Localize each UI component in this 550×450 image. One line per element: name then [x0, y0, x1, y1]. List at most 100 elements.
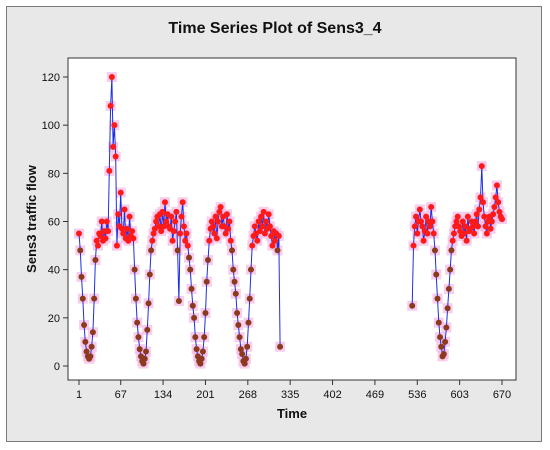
data-point [474, 223, 481, 230]
data-point [97, 232, 104, 239]
data-point [490, 211, 497, 218]
axis-layer: 1 67 134 201 268 335 402 469 536 603 670 0 20 40 60 80 1… [42, 72, 512, 401]
data-point [433, 271, 440, 278]
data-point [163, 218, 170, 225]
data-point [199, 348, 206, 355]
data-point [187, 266, 194, 273]
data-point [169, 237, 176, 244]
data-point [449, 237, 456, 244]
data-point [120, 230, 127, 237]
y-tick-label: 0 [54, 361, 60, 373]
data-point [232, 290, 239, 297]
x-tick-label: 536 [408, 389, 426, 401]
data-point [140, 360, 147, 367]
data-point [159, 208, 166, 215]
data-point [418, 218, 425, 225]
data-point [261, 230, 268, 237]
data-point [81, 322, 88, 329]
data-point [469, 223, 476, 230]
data-point [477, 194, 484, 201]
data-point [108, 74, 115, 80]
data-point [438, 343, 445, 350]
data-point [462, 223, 469, 230]
series-line-1 [78, 76, 281, 365]
data-point [481, 213, 488, 220]
data-point [189, 302, 196, 309]
data-point [409, 302, 416, 309]
data-point [76, 230, 82, 237]
data-point [275, 232, 282, 239]
data-point [274, 247, 281, 254]
data-point [168, 213, 175, 220]
data-point [179, 199, 186, 206]
data-point [225, 225, 232, 232]
data-point [143, 348, 150, 355]
data-point [426, 223, 433, 230]
data-point [431, 247, 438, 254]
data-point [88, 343, 95, 350]
data-point [184, 242, 191, 249]
data-point [191, 314, 198, 321]
data-point [480, 199, 487, 206]
data-point [193, 346, 200, 353]
data-point [198, 355, 205, 362]
data-point [258, 213, 265, 220]
data-point [115, 211, 122, 218]
data-point [155, 223, 162, 230]
y-tick-label: 40 [48, 265, 60, 277]
x-tick-label: 603 [450, 389, 468, 401]
data-point [192, 334, 199, 341]
data-point [440, 350, 447, 357]
data-point [453, 218, 460, 225]
data-point [478, 163, 485, 170]
data-point [430, 230, 437, 237]
data-point [83, 348, 90, 355]
data-point [158, 228, 165, 235]
data-point [459, 218, 466, 225]
data-point [77, 247, 84, 254]
data-point [94, 242, 101, 249]
data-point [256, 228, 263, 235]
data-point [473, 211, 480, 218]
data-point [182, 237, 189, 244]
data-point [472, 218, 479, 225]
data-point [227, 237, 234, 244]
data-point [482, 223, 489, 230]
data-point [89, 329, 96, 336]
x-tick-label: 469 [366, 389, 384, 401]
data-point [413, 213, 420, 220]
data-point [132, 295, 139, 302]
data-point [223, 211, 230, 218]
data-point [202, 310, 209, 317]
x-tick-label: 268 [239, 389, 257, 401]
data-point [129, 228, 136, 235]
data-point [244, 343, 251, 350]
data-point [210, 223, 217, 230]
data-point [424, 230, 431, 237]
x-tick-label: 1 [76, 389, 82, 401]
data-point [445, 285, 452, 292]
data-point [91, 295, 98, 302]
data-point [428, 204, 435, 211]
data-point [231, 278, 238, 285]
data-point [160, 223, 167, 230]
data-point [153, 218, 160, 225]
data-point [254, 237, 261, 244]
data-point [245, 319, 252, 326]
data-point [125, 237, 132, 244]
data-point [443, 324, 450, 331]
data-point [269, 242, 276, 249]
data-point [251, 223, 258, 230]
data-point [265, 211, 272, 218]
data-point [174, 247, 181, 254]
data-point [148, 247, 155, 254]
data-point [444, 305, 451, 312]
data-point [144, 326, 151, 333]
chart-title: Time Series Plot of Sens3_4 [168, 20, 382, 37]
data-point [230, 266, 237, 273]
data-point [180, 223, 187, 230]
data-point [242, 355, 249, 362]
data-point [492, 194, 499, 201]
x-tick-label: 670 [493, 389, 511, 401]
